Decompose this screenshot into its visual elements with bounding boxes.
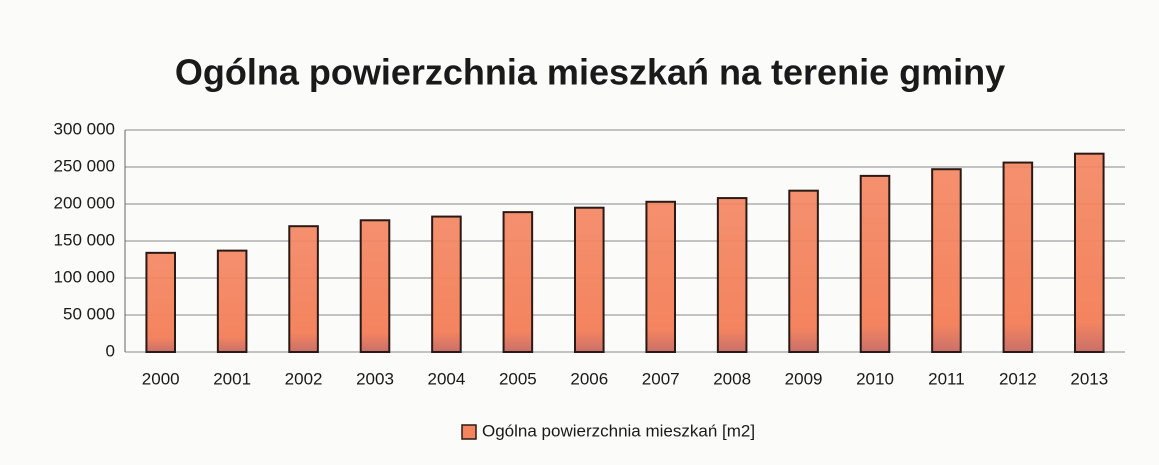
- chart-title: Ogólna powierzchnia mieszkań na terenie …: [175, 52, 1005, 93]
- bar: [502, 211, 534, 353]
- bar: [645, 200, 677, 353]
- bar: [574, 206, 605, 353]
- y-tick-label: 100 000: [54, 267, 115, 286]
- y-tick-label: 250 000: [54, 156, 115, 175]
- legend-swatch: [461, 424, 477, 440]
- bar: [788, 189, 819, 353]
- bar: [216, 249, 248, 353]
- y-tick-label: 200 000: [54, 193, 115, 212]
- x-tick-label: 2004: [428, 369, 466, 388]
- y-tick-label: 50 000: [63, 304, 115, 323]
- legend-label: Ogólna powierzchnia mieszkań [m2]: [482, 421, 755, 440]
- x-tick-label: 2013: [1070, 369, 1108, 388]
- bar: [431, 215, 462, 353]
- bar: [359, 219, 391, 353]
- x-tick-label: 2001: [213, 369, 251, 388]
- bar: [859, 174, 891, 353]
- x-tick-label: 2007: [642, 369, 680, 388]
- bar: [1074, 152, 1105, 353]
- x-tick-label: 2011: [928, 369, 965, 388]
- y-tick-label: 0: [106, 341, 115, 360]
- x-tick-label: 2006: [570, 369, 608, 388]
- bar: [931, 168, 962, 353]
- x-tick-label: 2000: [142, 369, 180, 388]
- y-tick-label: 300 000: [54, 119, 115, 138]
- bar: [1002, 161, 1034, 353]
- y-tick-label: 150 000: [54, 230, 115, 249]
- x-tick-label: 2012: [999, 369, 1037, 388]
- bar: [145, 251, 177, 353]
- x-tick-label: 2002: [285, 369, 323, 388]
- bar: [716, 197, 748, 353]
- x-tick-label: 2009: [785, 369, 823, 388]
- x-tick-label: 2008: [713, 369, 751, 388]
- x-tick-label: 2005: [499, 369, 537, 388]
- x-tick-label: 2003: [356, 369, 394, 388]
- bar: [288, 225, 319, 353]
- x-tick-label: 2010: [856, 369, 894, 388]
